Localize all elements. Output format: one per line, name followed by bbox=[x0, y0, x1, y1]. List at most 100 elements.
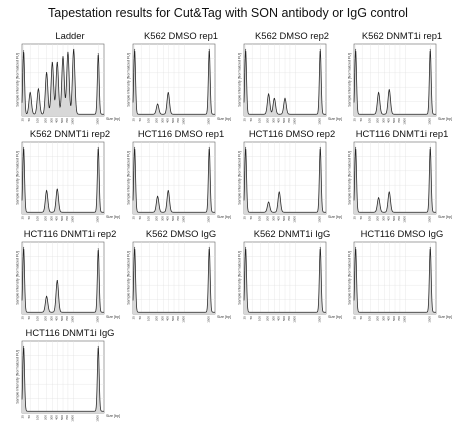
x-tick-label: 700 bbox=[176, 316, 180, 321]
x-tick-label: 25 bbox=[21, 216, 25, 220]
y-axis-label: Sample Intensity [Normalized FU] bbox=[15, 251, 19, 305]
x-tick-label: 200 bbox=[155, 216, 159, 221]
peak-mark bbox=[167, 190, 169, 192]
x-tick-label: 200 bbox=[266, 316, 270, 321]
trace-area bbox=[244, 50, 326, 117]
panel-title: K562 DMSO rep2 bbox=[255, 30, 329, 41]
x-tick-label: 100 bbox=[367, 216, 371, 221]
x-tick-label: 200 bbox=[376, 316, 380, 321]
peak-mark bbox=[245, 48, 247, 50]
x-tick-label: 500 bbox=[171, 118, 175, 123]
x-tick-label: 400 bbox=[165, 316, 169, 321]
electropherogram-plot: 25 50 100 200 300 400 500 700 1000 1500 Sample Int… bbox=[126, 241, 231, 323]
x-tick-label: 25 bbox=[243, 316, 247, 320]
electropherogram-plot: 25 50 100 200 300 400 500 700 1000 1500 Sample Int… bbox=[347, 241, 452, 323]
peak-mark bbox=[23, 50, 25, 52]
x-axis-label: Size [bp] bbox=[328, 315, 342, 319]
y-axis-label: Sample Intensity [Normalized FU] bbox=[347, 53, 351, 107]
x-tick-label: 200 bbox=[266, 118, 270, 123]
x-axis-label: Size [bp] bbox=[106, 215, 120, 219]
x-tick-label: 500 bbox=[282, 118, 286, 123]
x-tick-label: 100 bbox=[35, 118, 39, 123]
panel-title: HCT116 DMSO rep2 bbox=[248, 128, 336, 139]
panel-title: K562 DNMT1i rep1 bbox=[361, 30, 443, 41]
x-tick-label: 100 bbox=[257, 118, 261, 123]
x-tick-label: 100 bbox=[146, 216, 150, 221]
x-tick-label: 500 bbox=[171, 316, 175, 321]
x-tick-label: 1000 bbox=[71, 118, 75, 125]
peak-mark bbox=[134, 246, 136, 248]
x-tick-label: 1500 bbox=[95, 415, 99, 422]
x-tick-label: 1000 bbox=[293, 118, 297, 125]
x-tick-label: 200 bbox=[155, 118, 159, 123]
trace-line bbox=[353, 148, 436, 213]
trace-line bbox=[21, 347, 104, 412]
x-tick-label: 200 bbox=[44, 118, 48, 123]
x-axis-label: Size [bp] bbox=[217, 315, 231, 319]
x-tick-label: 200 bbox=[44, 216, 48, 221]
x-tick-label: 100 bbox=[35, 316, 39, 321]
y-axis-label: Sample Intensity [Normalized FU] bbox=[15, 151, 19, 205]
electropherogram-panel: K562 DMSO rep1 25 50 100 200 300 400 500 700 1000… bbox=[126, 30, 235, 130]
x-tick-label: 25 bbox=[21, 316, 25, 320]
peak-mark bbox=[29, 92, 31, 94]
peak-mark bbox=[62, 56, 64, 58]
y-axis-label: Sample Intensity [Normalized FU] bbox=[126, 251, 130, 305]
x-tick-label: 500 bbox=[282, 316, 286, 321]
x-axis-label: Size [bp] bbox=[106, 414, 120, 418]
x-tick-label: 50 bbox=[359, 316, 363, 320]
trace-line bbox=[243, 248, 326, 313]
x-tick-label: 400 bbox=[165, 216, 169, 221]
x-tick-label: 200 bbox=[376, 216, 380, 221]
x-tick-label: 100 bbox=[257, 216, 261, 221]
electropherogram-plot: 25 50 100 200 300 400 500 700 1000 1500 Sample Int… bbox=[237, 241, 342, 323]
x-tick-label: 25 bbox=[132, 118, 136, 122]
electropherogram-panel: K562 DMSO IgG 25 50 100 200 300 400 500 700 1000 1… bbox=[126, 228, 235, 328]
peak-mark bbox=[56, 61, 58, 63]
x-tick-label: 1500 bbox=[317, 118, 321, 125]
x-tick-label: 1000 bbox=[182, 118, 186, 125]
x-tick-label: 400 bbox=[54, 216, 58, 221]
electropherogram-panel: HCT116 DMSO IgG 25 50 100 200 300 400 500 700 100… bbox=[347, 228, 456, 328]
electropherogram-plot: 25 50 100 200 300 400 500 700 1000 1500 Sample Int… bbox=[15, 340, 120, 422]
panel-title: HCT116 DNMT1i IgG bbox=[25, 327, 115, 338]
peak-mark bbox=[355, 146, 357, 148]
x-tick-label: 1500 bbox=[317, 216, 321, 223]
x-tick-label: 1000 bbox=[182, 216, 186, 223]
peak-mark bbox=[97, 146, 99, 148]
peak-mark bbox=[134, 48, 136, 50]
x-tick-label: 300 bbox=[49, 216, 53, 221]
electropherogram-plot: 25 50 100 200 300 400 500 700 1000 1500 Sample Int… bbox=[15, 141, 120, 223]
electropherogram-plot: 25 50 100 200 300 400 500 700 1000 1500 Sample Int… bbox=[15, 43, 120, 125]
trace-area bbox=[22, 49, 104, 117]
x-tick-label: 400 bbox=[54, 316, 58, 321]
peak-mark bbox=[268, 201, 270, 203]
peak-mark bbox=[278, 191, 280, 193]
x-tick-label: 25 bbox=[243, 216, 247, 220]
y-axis-label: Sample Intensity [Normalized FU] bbox=[347, 251, 351, 305]
x-tick-label: 400 bbox=[276, 118, 280, 123]
x-tick-label: 300 bbox=[271, 316, 275, 321]
x-tick-label: 50 bbox=[27, 316, 31, 320]
x-tick-label: 500 bbox=[392, 118, 396, 123]
peak-mark bbox=[23, 146, 25, 148]
x-tick-label: 100 bbox=[257, 316, 261, 321]
x-tick-label: 1500 bbox=[95, 118, 99, 125]
x-tick-label: 300 bbox=[381, 316, 385, 321]
x-tick-label: 700 bbox=[397, 216, 401, 221]
x-tick-label: 50 bbox=[138, 216, 142, 220]
x-tick-label: 50 bbox=[138, 118, 142, 122]
x-tick-label: 25 bbox=[353, 118, 357, 122]
x-tick-label: 700 bbox=[397, 316, 401, 321]
panel-title: HCT116 DMSO IgG bbox=[360, 228, 444, 239]
x-tick-label: 200 bbox=[44, 316, 48, 321]
electropherogram-plot: 25 50 100 200 300 400 500 700 1000 1500 Sample Int… bbox=[126, 43, 231, 125]
x-tick-label: 25 bbox=[353, 316, 357, 320]
electropherogram-plot: 25 50 100 200 300 400 500 700 1000 1500 Sample Int… bbox=[126, 141, 231, 223]
y-axis-label: Sample Intensity [Normalized FU] bbox=[237, 251, 241, 305]
x-tick-label: 50 bbox=[359, 216, 363, 220]
peak-mark bbox=[73, 48, 75, 50]
peak-mark bbox=[157, 103, 159, 105]
peak-mark bbox=[273, 97, 275, 99]
x-tick-label: 25 bbox=[243, 118, 247, 122]
